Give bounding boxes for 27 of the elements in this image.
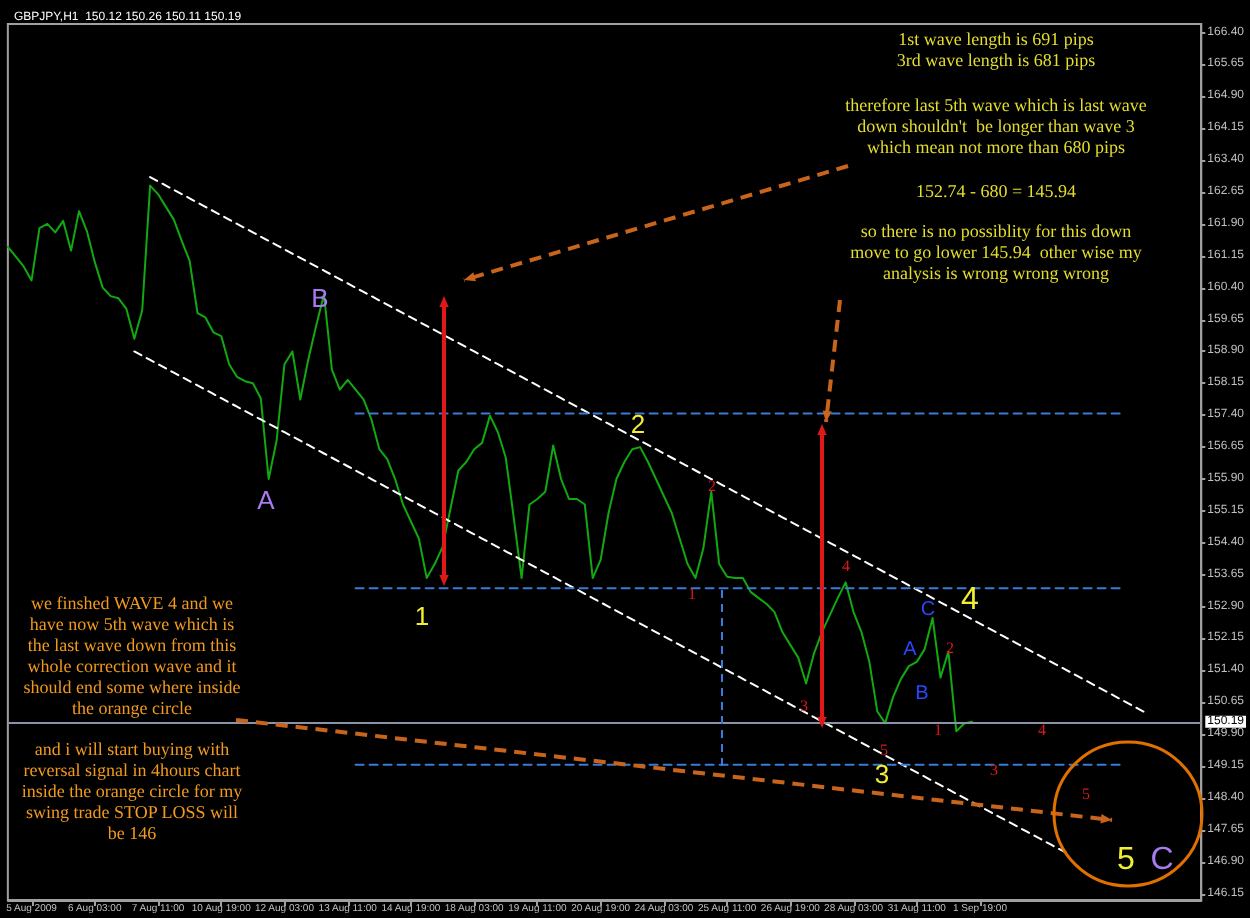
- annotation: B: [311, 283, 329, 313]
- annotation: 1st wave length is 691 pips 3rd wave length is 681 pips: [896, 28, 1097, 70]
- annotation: so there is no possiblity for this down move to go lower 145.94 other wise my analysis is wrong wrong wrong: [850, 220, 1143, 283]
- annotation: 4: [842, 557, 850, 575]
- annotation: B: [915, 683, 930, 705]
- annotation: 5: [1117, 843, 1136, 877]
- annotation: 1: [934, 721, 942, 739]
- annotation: 2: [946, 639, 954, 657]
- annotation: 3: [874, 759, 890, 789]
- annotation: C: [920, 599, 936, 621]
- annotation: 1: [688, 585, 696, 603]
- annotation: 2: [630, 409, 646, 439]
- annotation: and i will start buying with reversal signal in 4hours chart inside the orange circle for my swing trade STOP LOSS will be 146: [21, 738, 244, 843]
- annotation: A: [257, 485, 276, 515]
- annotation: A: [903, 639, 918, 661]
- annotation: 2: [708, 477, 716, 495]
- annotation: 4: [1038, 721, 1046, 739]
- annotation: 5: [1082, 785, 1090, 803]
- annotation: 4: [961, 583, 980, 617]
- annotation: therefore last 5th wave which is last wave down shouldn't be longer than wave 3 which mean not more than 680 pips: [845, 94, 1147, 157]
- annotation: 3: [800, 697, 808, 715]
- annotation: 152.74 - 680 = 145.94: [915, 180, 1078, 201]
- annotation: 5: [880, 741, 888, 759]
- annotation: we finshed WAVE 4 and we have now 5th wave which is the last wave down from this whole correction wave and it should end some where inside the orange circle: [23, 592, 241, 718]
- annotation: 3: [990, 761, 998, 779]
- annotation: C: [1150, 843, 1174, 877]
- annotation: 1: [414, 601, 430, 631]
